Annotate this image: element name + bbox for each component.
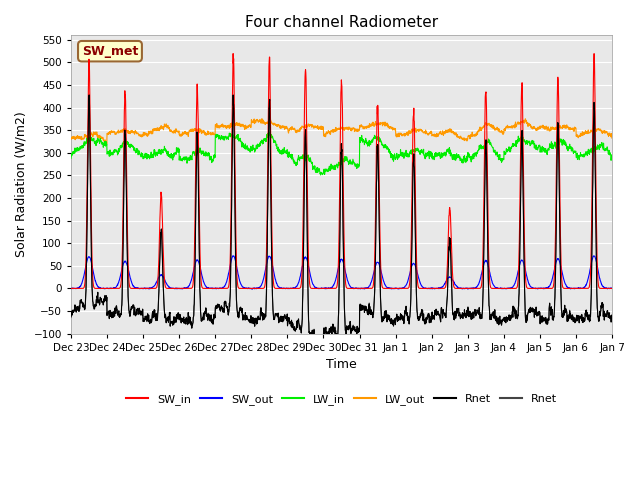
Title: Four channel Radiometer: Four channel Radiometer <box>245 15 438 30</box>
Legend: SW_in, SW_out, LW_in, LW_out, Rnet, Rnet: SW_in, SW_out, LW_in, LW_out, Rnet, Rnet <box>121 390 562 409</box>
Y-axis label: Solar Radiation (W/m2): Solar Radiation (W/m2) <box>15 112 28 257</box>
Text: SW_met: SW_met <box>82 45 138 58</box>
X-axis label: Time: Time <box>326 358 357 371</box>
